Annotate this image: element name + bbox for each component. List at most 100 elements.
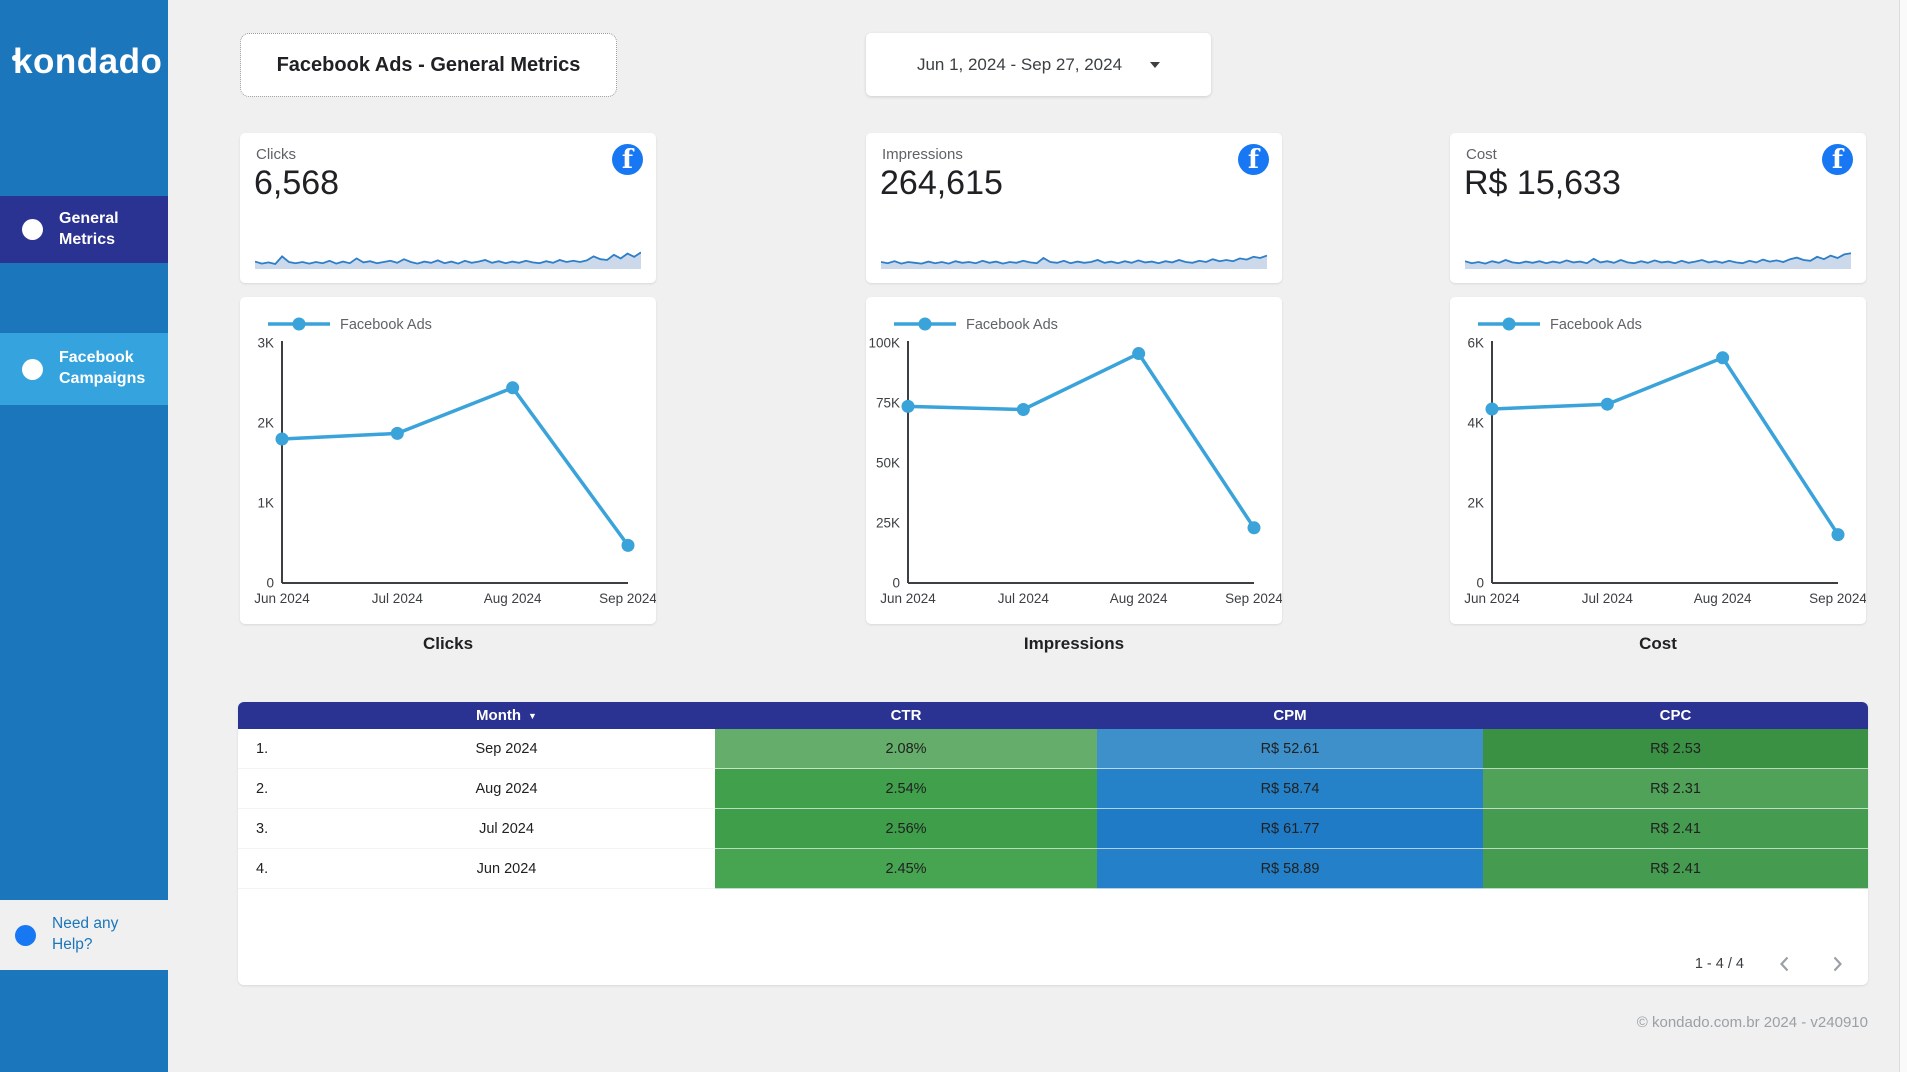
facebook-icon: f — [1238, 144, 1269, 175]
x-tick-label: Jun 2024 — [254, 591, 310, 606]
data-point[interactable] — [1600, 397, 1614, 411]
x-tick-label: Jul 2024 — [372, 591, 424, 606]
cpc-cell: R$ 2.53 — [1483, 729, 1868, 769]
sidebar-item-facebook-campaigns[interactable]: Facebook Campaigns — [0, 333, 168, 405]
date-range-picker[interactable]: Jun 1, 2024 - Sep 27, 2024 — [866, 33, 1211, 96]
y-tick-label: 0 — [266, 576, 274, 591]
table-row: 4. Jun 2024 2.45% R$ 58.89 R$ 2.41 — [238, 849, 1868, 889]
scorecard-value: 264,615 — [880, 164, 1003, 202]
y-tick-label: 6K — [1467, 336, 1484, 351]
facebook-icon: f — [1822, 144, 1853, 175]
x-tick-label: Jul 2024 — [998, 591, 1050, 606]
column-header-cpm: CPM — [1273, 707, 1307, 724]
x-tick-label: Aug 2024 — [1694, 591, 1752, 606]
data-point[interactable] — [621, 538, 635, 552]
sparkline-area — [881, 255, 1267, 269]
legend-label: Facebook Ads — [340, 317, 432, 333]
row-number: 1. — [238, 729, 298, 769]
data-point[interactable] — [275, 432, 289, 446]
scrollbar[interactable] — [1899, 0, 1907, 1072]
table-row: 1. Sep 2024 2.08% R$ 52.61 R$ 2.53 — [238, 729, 1868, 769]
cpm-cell: R$ 58.89 — [1097, 849, 1483, 889]
next-page-button[interactable] — [1826, 953, 1848, 975]
series-line — [1491, 356, 1840, 536]
column-header-number — [238, 702, 298, 729]
data-point[interactable] — [390, 426, 404, 440]
data-point[interactable] — [1247, 521, 1261, 535]
help-label: Need any Help? — [52, 915, 119, 953]
y-tick-label: 2K — [257, 416, 274, 431]
facebook-icon: f — [612, 144, 643, 175]
data-point[interactable] — [1485, 402, 1499, 416]
scorecard-label: Clicks — [256, 146, 296, 163]
y-tick-label: 1K — [257, 496, 274, 511]
legend-dot-icon — [918, 317, 932, 331]
ctr-cell: 2.08% — [715, 729, 1097, 769]
row-number: 3. — [238, 809, 298, 849]
sidebar-item-label: General Metrics — [59, 209, 119, 248]
data-point[interactable] — [506, 381, 520, 395]
scorecard-cost: Cost R$ 15,633 f — [1450, 133, 1866, 283]
column-header-ctr: CTR — [890, 707, 922, 724]
cpm-cell: R$ 61.77 — [1097, 809, 1483, 849]
kondado-logo: kondado — [12, 42, 163, 82]
x-tick-label: Aug 2024 — [1110, 591, 1168, 606]
clicks-sparkline — [255, 251, 641, 269]
sparkline-line — [255, 251, 641, 265]
chart-title-cost: Cost — [1639, 634, 1677, 653]
copyright-footer: © kondado.com.br 2024 - v240910 — [1636, 1014, 1868, 1031]
table-row: 3. Jul 2024 2.56% R$ 61.77 R$ 2.41 — [238, 809, 1868, 849]
cost-line-chart: Facebook Ads 0 2K 4K 6K Jun 2024 Jul 2024 Aug 2… — [1464, 317, 1866, 606]
column-header-cpc: CPC — [1659, 707, 1692, 724]
scorecard-value: R$ 15,633 — [1464, 164, 1621, 202]
report-title-card: Facebook Ads - General Metrics — [240, 33, 617, 97]
y-tick-label: 75K — [876, 396, 900, 411]
column-header-month[interactable]: Month ▼ — [298, 702, 715, 729]
y-tick-label: 0 — [892, 576, 900, 591]
sidebar-item-label: Facebook Campaigns — [59, 349, 146, 387]
x-tick-label: Aug 2024 — [484, 591, 542, 606]
scorecard-clicks: Clicks 6,568 f — [240, 133, 656, 283]
series-line — [281, 386, 630, 547]
legend-dot-icon — [292, 317, 306, 331]
sparkline-line — [1465, 252, 1851, 265]
x-tick-label: Jul 2024 — [1582, 591, 1634, 606]
table-header-row: Month ▼ CTR CPM CPC — [238, 702, 1868, 729]
data-point[interactable] — [1716, 351, 1730, 365]
sidebar-item-general-metrics[interactable]: General Metrics — [0, 196, 168, 263]
y-tick-label: 0 — [1476, 576, 1484, 591]
prev-page-button[interactable] — [1774, 953, 1796, 975]
data-point[interactable] — [901, 399, 915, 413]
cpm-cell: R$ 58.74 — [1097, 769, 1483, 809]
table-body: 1. Sep 2024 2.08% R$ 52.61 R$ 2.53 2. Aug 2024… — [238, 729, 1868, 889]
y-tick-label: 25K — [876, 516, 900, 531]
ctr-cell: 2.56% — [715, 809, 1097, 849]
cpc-cell: R$ 2.31 — [1483, 769, 1868, 809]
x-tick-label: Sep 2024 — [1809, 591, 1866, 606]
cpm-cell: R$ 52.61 — [1097, 729, 1483, 769]
data-point[interactable] — [1831, 528, 1845, 542]
data-point[interactable] — [1016, 402, 1030, 416]
x-tick-label: Jun 2024 — [1464, 591, 1520, 606]
legend-dot-icon — [1502, 317, 1516, 331]
chart-title-clicks: Clicks — [422, 634, 474, 653]
y-tick-label: 50K — [876, 456, 900, 471]
data-point[interactable] — [1132, 347, 1146, 361]
table-row: 2. Aug 2024 2.54% R$ 58.74 R$ 2.31 — [238, 769, 1868, 809]
table-pagination: 1 - 4 / 4 — [1695, 953, 1848, 975]
scorecard-impressions: Impressions 264,615 f — [866, 133, 1282, 283]
scorecard-value: 6,568 — [254, 164, 340, 202]
need-help-link[interactable]: Need any Help? — [0, 900, 168, 970]
clicks-chart-card: Facebook Ads 0 1K 2K 3K Jun 2024 Jul 2024 Aug 2… — [240, 297, 656, 624]
row-number: 2. — [238, 769, 298, 809]
logo-dot-icon — [12, 55, 18, 61]
impressions-chart-card: Facebook Ads 0 25K 50K 75K 100K Jun 2024 Jul 20… — [866, 297, 1282, 624]
pagination-label: 1 - 4 / 4 — [1694, 956, 1744, 972]
cpc-cell: R$ 2.41 — [1483, 849, 1868, 889]
scorecard-label: Impressions — [882, 146, 963, 163]
sort-desc-icon: ▼ — [528, 710, 537, 721]
y-tick-label: 100K — [868, 336, 900, 351]
cost-sparkline — [1465, 252, 1851, 269]
sparkline-area — [1465, 253, 1851, 269]
